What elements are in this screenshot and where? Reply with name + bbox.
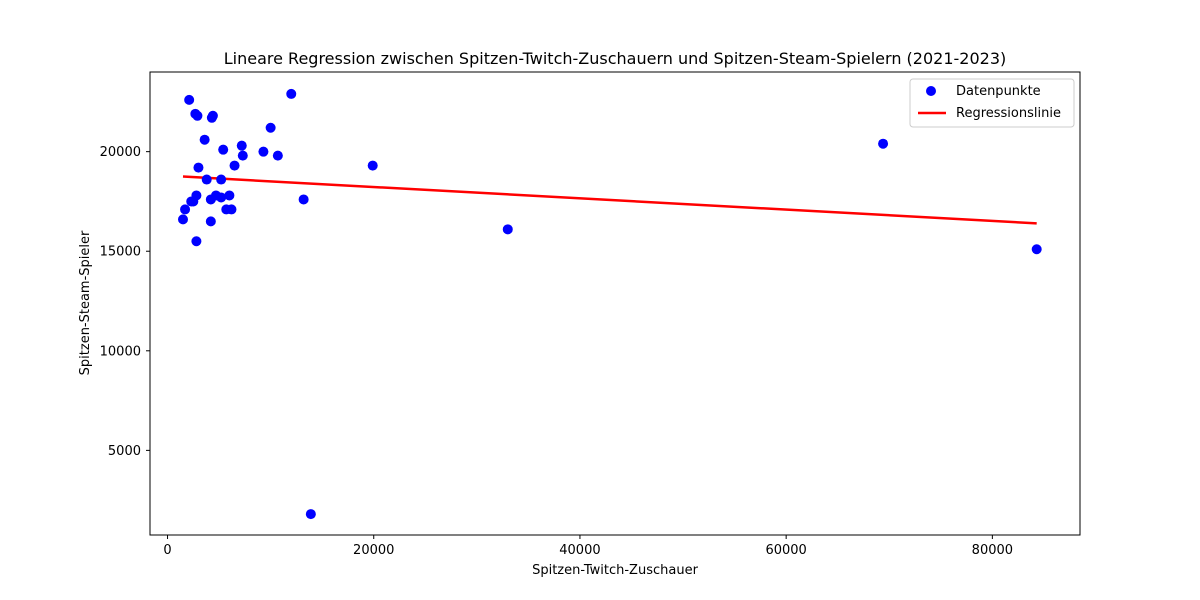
chart-title: Lineare Regression zwischen Spitzen-Twit… xyxy=(224,49,1006,68)
data-point-29 xyxy=(286,88,297,99)
legend-label-datenpunkte: Datenpunkte xyxy=(956,84,1041,99)
data-point-34 xyxy=(878,138,889,149)
data-point-2 xyxy=(184,94,195,105)
axes-frame xyxy=(149,71,1081,536)
x-axis-ticks: 0 20000 40000 60000 80000 xyxy=(163,535,1013,558)
x-tick-label-60000: 60000 xyxy=(765,543,806,558)
y-tick-label-10000: 10000 xyxy=(100,344,141,359)
data-point-1 xyxy=(180,204,191,215)
y-tick-label-20000: 20000 xyxy=(100,145,141,160)
data-point-31 xyxy=(305,509,316,520)
data-point-8 xyxy=(193,162,204,173)
data-point-11 xyxy=(201,174,212,185)
data-point-28 xyxy=(272,150,283,161)
legend-box xyxy=(909,78,1075,128)
regression-layer xyxy=(182,175,1037,225)
data-point-10 xyxy=(199,134,210,145)
data-point-23 xyxy=(229,160,240,171)
data-point-32 xyxy=(367,160,378,171)
data-point-6 xyxy=(192,110,203,121)
scatter-points xyxy=(177,88,1042,520)
data-point-35 xyxy=(1031,244,1042,255)
data-point-22 xyxy=(226,204,237,215)
y-tick-label-5000: 5000 xyxy=(108,444,141,459)
data-point-25 xyxy=(237,150,248,161)
data-point-33 xyxy=(502,224,513,235)
data-point-0 xyxy=(177,214,188,225)
y-tick-label-15000: 15000 xyxy=(100,245,141,260)
x-tick-label-20000: 20000 xyxy=(353,543,394,558)
data-point-15 xyxy=(205,216,216,227)
data-point-19 xyxy=(218,144,229,155)
data-point-24 xyxy=(236,140,247,151)
data-point-27 xyxy=(265,122,276,133)
data-point-17 xyxy=(216,192,227,203)
y-axis-label: Spitzen-Steam-Spieler xyxy=(78,230,93,375)
data-point-14 xyxy=(207,110,218,121)
data-point-7 xyxy=(191,190,202,201)
x-tick-label-0: 0 xyxy=(163,543,171,558)
data-point-30 xyxy=(298,194,309,205)
legend-label-regressionslinie: Regressionslinie xyxy=(956,106,1061,121)
regression-line xyxy=(182,175,1037,225)
legend: Datenpunkte Regressionslinie xyxy=(909,78,1075,128)
x-axis-label: Spitzen-Twitch-Zuschauer xyxy=(532,563,698,578)
data-point-18 xyxy=(216,174,227,185)
y-axis-ticks: 5000 10000 15000 20000 xyxy=(100,145,150,459)
data-point-21 xyxy=(224,190,235,201)
legend-marker-datenpunkte xyxy=(926,86,936,96)
x-tick-label-40000: 40000 xyxy=(559,543,600,558)
data-point-26 xyxy=(258,146,269,157)
x-tick-label-80000: 80000 xyxy=(972,543,1013,558)
data-point-9 xyxy=(191,236,202,247)
